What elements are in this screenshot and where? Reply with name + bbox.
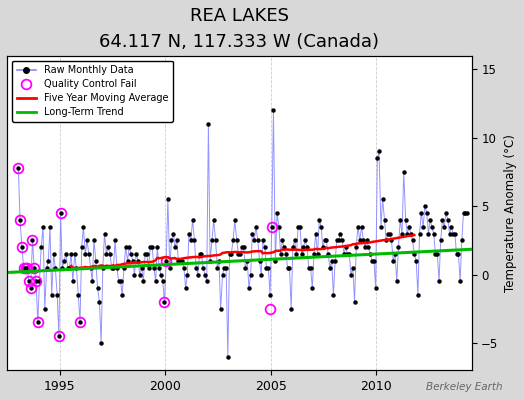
- Title: REA LAKES
64.117 N, 117.333 W (Canada): REA LAKES 64.117 N, 117.333 W (Canada): [99, 7, 379, 51]
- Text: Berkeley Earth: Berkeley Earth: [427, 382, 503, 392]
- Y-axis label: Temperature Anomaly (°C): Temperature Anomaly (°C): [504, 134, 517, 292]
- Legend: Raw Monthly Data, Quality Control Fail, Five Year Moving Average, Long-Term Tren: Raw Monthly Data, Quality Control Fail, …: [12, 60, 173, 122]
